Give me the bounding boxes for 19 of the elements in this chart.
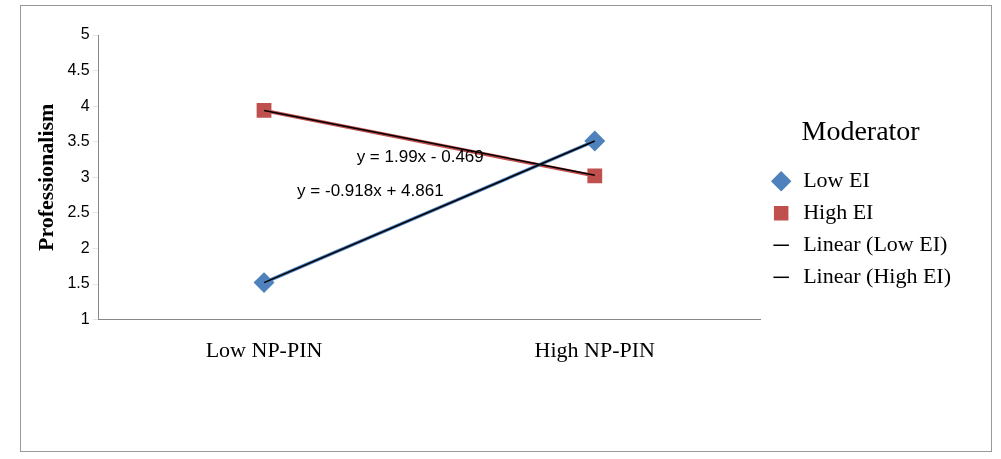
annotation: y = -0.918x + 4.861 bbox=[297, 181, 444, 201]
y-tick-label: 5 bbox=[80, 25, 90, 43]
y-axis-title: Professionalism bbox=[32, 103, 58, 252]
y-tick-label: 1.5 bbox=[67, 274, 90, 292]
y-tick-label: 2.5 bbox=[67, 203, 90, 221]
annotation: y = 1.99x - 0.469 bbox=[356, 147, 484, 167]
legend-title: Moderator bbox=[801, 115, 921, 147]
x-tick-label: High NP-PIN bbox=[534, 336, 656, 362]
y-tick-label: 1 bbox=[80, 310, 90, 328]
y-tick-label: 2 bbox=[80, 238, 90, 256]
y-tick-label: 3.5 bbox=[67, 132, 90, 150]
y-tick-label: 4.5 bbox=[67, 60, 90, 78]
legend-label: Linear (High EI) bbox=[803, 263, 951, 289]
legend-label: Low EI bbox=[803, 167, 870, 193]
x-tick-label: Low NP-PIN bbox=[205, 336, 323, 362]
y-tick-label: 4 bbox=[80, 96, 90, 114]
legend-label: Linear (Low EI) bbox=[803, 231, 948, 257]
y-tick-label: 3 bbox=[80, 167, 90, 185]
legend-label: High EI bbox=[803, 199, 874, 225]
